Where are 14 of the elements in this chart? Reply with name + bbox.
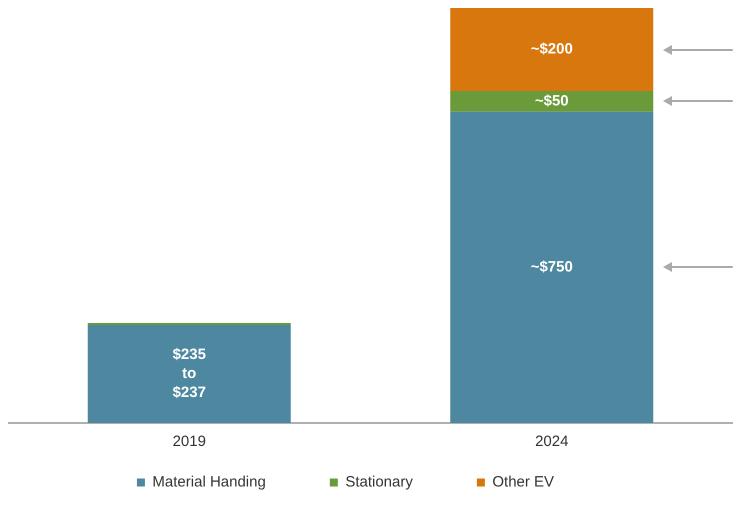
legend-label: Stationary <box>345 474 463 491</box>
data-label: ~$200 <box>530 40 573 58</box>
bar <box>88 322 291 326</box>
x-tick-label: 2019 <box>172 433 206 450</box>
x-tick-label: 2024 <box>535 433 568 450</box>
legend-label: Material Handing <box>152 474 316 491</box>
bar <box>450 8 654 91</box>
legend-label: Other EV <box>492 474 604 491</box>
data-label: ~$50 <box>534 92 569 110</box>
bar <box>88 325 291 423</box>
data-label: ~$750 <box>530 258 573 276</box>
bar <box>450 112 654 423</box>
bar <box>450 91 654 112</box>
annotation: $235 to $237 <box>172 346 206 402</box>
